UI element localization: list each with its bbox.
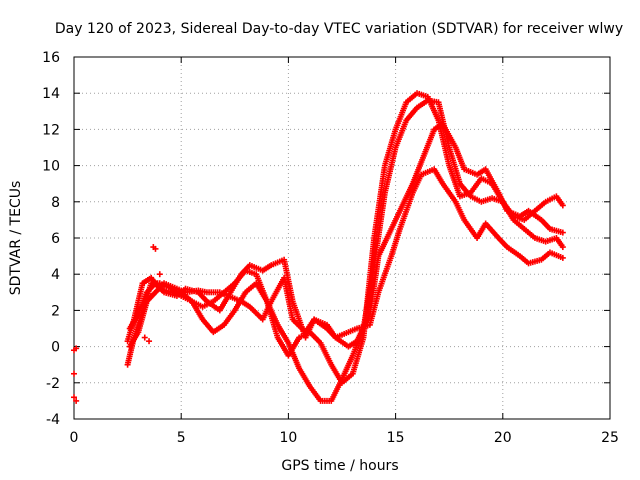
series-isolated-points [71, 244, 163, 404]
grid-lines [74, 57, 610, 419]
y-tick-label: 12 [42, 122, 60, 138]
axis-ticks: 0 5 10 15 20 25 -4 -2 0 2 4 6 8 10 12 14 16 [42, 50, 619, 446]
y-tick-label: 14 [42, 86, 60, 102]
x-tick-label: 25 [601, 430, 619, 446]
series-track-3 [126, 120, 566, 350]
y-tick-label: -4 [46, 412, 60, 428]
y-axis-label: SDTVAR / TECUs [8, 181, 24, 296]
y-tick-label: -2 [46, 376, 60, 392]
x-tick-label: 0 [70, 430, 79, 446]
series-track-4 [126, 166, 566, 350]
y-tick-label: 16 [42, 50, 60, 66]
chart-title: Day 120 of 2023, Sidereal Day-to-day VTE… [55, 21, 623, 37]
y-tick-label: 4 [51, 267, 60, 283]
x-tick-label: 20 [494, 430, 512, 446]
x-tick-label: 5 [177, 430, 186, 446]
y-tick-label: 10 [42, 159, 60, 175]
x-tick-label: 10 [279, 430, 297, 446]
series-track-1 [124, 97, 566, 404]
x-tick-label: 15 [387, 430, 405, 446]
y-tick-label: 6 [51, 231, 60, 247]
x-axis-label: GPS time / hours [281, 458, 398, 474]
y-tick-label: 2 [51, 303, 60, 319]
data-markers [71, 90, 566, 404]
y-tick-label: 8 [51, 195, 60, 211]
y-tick-label: 0 [51, 340, 60, 356]
